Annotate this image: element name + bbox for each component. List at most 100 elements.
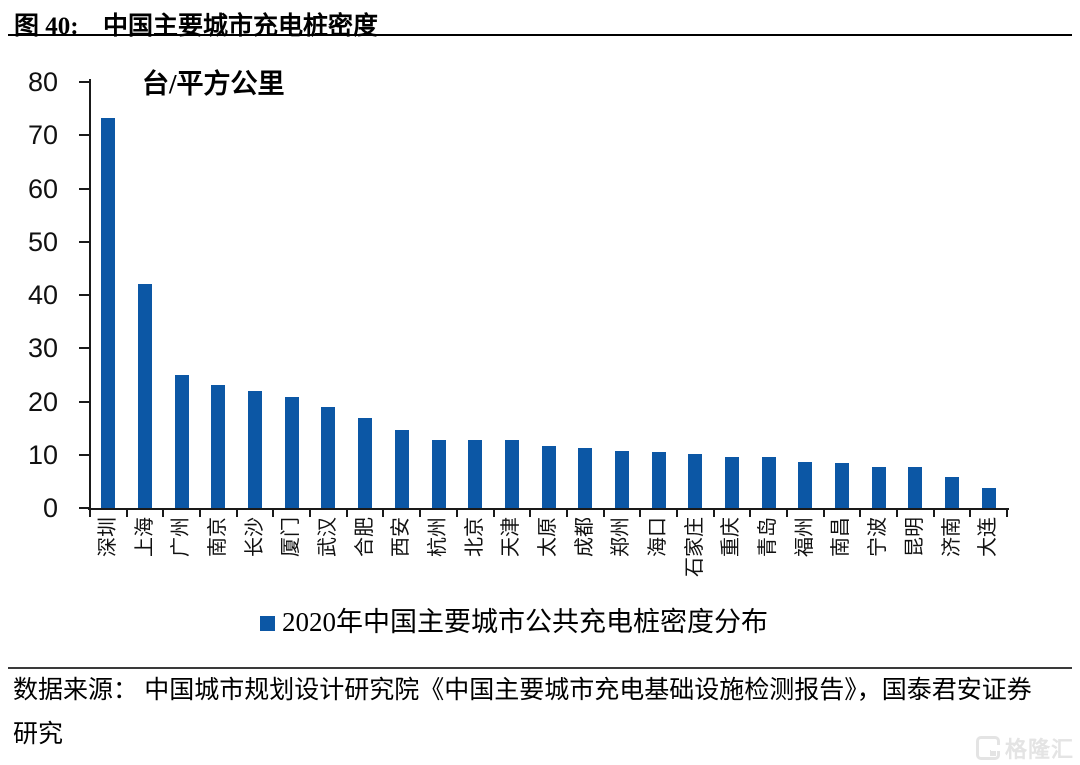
x-axis-label: 武汉: [316, 517, 339, 557]
x-axis-label: 合肥: [353, 517, 376, 557]
bar: [321, 407, 336, 508]
x-axis-label: 杭州: [427, 517, 449, 557]
bar: [468, 439, 483, 508]
footer-divider: [8, 667, 1072, 669]
x-axis-label: 西安: [390, 517, 413, 557]
y-axis-tick: [79, 400, 90, 403]
x-axis-label: 郑州: [610, 517, 633, 557]
bar: [908, 467, 923, 508]
y-axis-tick-label: 10: [27, 439, 58, 470]
bar: [834, 462, 849, 508]
x-axis-tick: [602, 508, 605, 517]
bar: [101, 117, 116, 508]
legend-swatch: [260, 615, 275, 631]
x-axis-tick: [345, 508, 348, 517]
legend-label: 2020年中国主要城市公共充电桩密度分布: [282, 607, 768, 637]
bar: [614, 451, 629, 508]
bar: [431, 439, 446, 508]
x-axis-tick: [455, 508, 458, 517]
x-axis-label: 成都: [573, 517, 596, 557]
x-axis-tick: [896, 508, 898, 517]
chart-legend: 2020年中国主要城市公共充电桩密度分布: [260, 606, 768, 638]
y-axis-tick: [79, 347, 90, 350]
x-axis-label: 石家庄: [683, 517, 706, 577]
y-axis-tick-label: 80: [27, 67, 58, 97]
y-axis-tick-label: 40: [27, 280, 58, 310]
x-axis-tick: [785, 508, 788, 517]
x-axis-label: 南昌: [830, 517, 853, 557]
x-axis-tick: [565, 508, 568, 517]
x-axis-label: 宁波: [867, 517, 890, 557]
y-axis-tick: [79, 240, 90, 243]
x-axis-label: 重庆: [720, 517, 743, 557]
x-axis-tick: [822, 508, 825, 517]
x-axis-tick: [932, 508, 935, 517]
x-axis-label: 上海: [133, 517, 156, 557]
x-axis-tick: [675, 508, 678, 517]
y-axis-tick: [79, 507, 90, 509]
y-axis-unit-label: 台/平方公里: [142, 69, 285, 99]
y-axis-tick-label: 60: [27, 173, 58, 204]
x-axis-label: 济南: [940, 517, 963, 557]
bar: [358, 418, 373, 508]
y-axis-tick: [79, 187, 90, 190]
bar: [541, 445, 556, 508]
x-axis-tick: [492, 508, 495, 517]
x-axis-tick: [89, 508, 91, 517]
bar: [761, 457, 776, 508]
y-axis-tick-label: 0: [42, 493, 58, 523]
x-axis-tick: [235, 508, 238, 517]
y-axis-tick-label: 20: [27, 386, 58, 417]
x-axis-tick: [199, 508, 201, 517]
y-axis-tick: [79, 453, 90, 456]
bar: [871, 467, 886, 508]
x-axis-tick: [529, 508, 532, 517]
x-axis-tick: [859, 508, 862, 517]
x-axis-label: 深圳: [96, 517, 119, 557]
x-axis-label: 天津: [500, 517, 523, 557]
bar: [211, 384, 226, 508]
x-axis-tick: [1006, 508, 1008, 517]
bar: [724, 456, 739, 508]
x-axis-label: 长沙: [243, 517, 266, 557]
y-axis-tick-label: 70: [27, 120, 58, 151]
bar: [651, 451, 666, 508]
y-axis-tick: [79, 294, 90, 296]
bar: [138, 284, 152, 509]
bar: [284, 396, 299, 508]
data-source-text-line2: 研究: [13, 721, 64, 748]
bar: [394, 429, 409, 508]
bar: [688, 454, 703, 508]
bar: [798, 461, 813, 508]
bar: [981, 487, 996, 508]
x-axis-label: 大连: [977, 517, 1000, 557]
bar: [504, 440, 519, 508]
bar: [945, 477, 959, 508]
x-axis-label: 海口: [647, 517, 669, 557]
gelonghui-logo-icon: [975, 736, 1000, 760]
x-axis-label: 北京: [463, 517, 486, 557]
x-axis-tick: [125, 508, 128, 517]
x-axis-tick: [382, 508, 385, 517]
x-axis-tick: [639, 508, 642, 517]
title-divider: [8, 34, 1072, 36]
x-axis-label: 青岛: [757, 517, 780, 557]
data-source-text: 数据来源： 中国城市规划设计研究院《中国主要城市充电基础设施检测报告》，国泰君安…: [13, 677, 1032, 704]
x-axis-tick: [712, 508, 715, 517]
x-axis-tick: [749, 508, 752, 517]
x-axis-tick: [419, 508, 422, 517]
x-axis-tick: [309, 508, 312, 517]
bar: [578, 448, 593, 508]
x-axis-label: 南京: [206, 517, 229, 557]
x-axis-label: 广州: [170, 517, 193, 557]
x-axis-tick: [272, 508, 275, 517]
x-axis-label: 太原: [537, 517, 559, 557]
x-axis-line: [88, 508, 1009, 510]
y-axis-tick: [79, 81, 90, 83]
y-axis-tick: [79, 134, 90, 137]
bar: [248, 391, 263, 508]
x-axis-tick: [162, 508, 165, 517]
x-axis-tick: [969, 508, 972, 517]
